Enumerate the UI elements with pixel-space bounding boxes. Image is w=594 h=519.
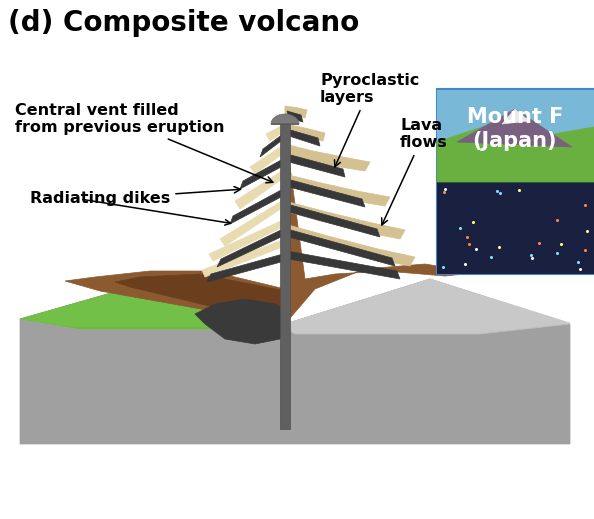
Text: (d) Composite volcano: (d) Composite volcano bbox=[8, 9, 359, 37]
Polygon shape bbox=[280, 124, 290, 429]
Polygon shape bbox=[287, 229, 395, 266]
Polygon shape bbox=[285, 106, 307, 118]
Polygon shape bbox=[230, 189, 283, 224]
Polygon shape bbox=[285, 144, 370, 171]
Polygon shape bbox=[209, 219, 285, 261]
Polygon shape bbox=[266, 124, 285, 141]
Polygon shape bbox=[260, 134, 283, 157]
Polygon shape bbox=[220, 199, 285, 246]
Polygon shape bbox=[287, 179, 365, 207]
Polygon shape bbox=[285, 279, 570, 444]
Polygon shape bbox=[285, 201, 405, 239]
Polygon shape bbox=[285, 224, 415, 266]
Polygon shape bbox=[457, 109, 572, 147]
Polygon shape bbox=[285, 174, 390, 206]
Polygon shape bbox=[240, 159, 283, 189]
Polygon shape bbox=[437, 122, 594, 182]
Polygon shape bbox=[285, 129, 465, 324]
Polygon shape bbox=[20, 279, 285, 444]
Polygon shape bbox=[271, 114, 299, 124]
Text: Central vent filled
from previous eruption: Central vent filled from previous erupti… bbox=[15, 103, 273, 183]
Polygon shape bbox=[195, 299, 285, 344]
Polygon shape bbox=[287, 111, 303, 122]
Polygon shape bbox=[235, 169, 285, 209]
Text: Radiating dikes: Radiating dikes bbox=[30, 186, 241, 207]
Polygon shape bbox=[287, 154, 345, 177]
Bar bbox=[437, 90, 594, 182]
Polygon shape bbox=[285, 279, 570, 334]
Bar bbox=[437, 182, 594, 274]
Text: (Japan): (Japan) bbox=[473, 131, 557, 151]
Polygon shape bbox=[202, 239, 285, 277]
Polygon shape bbox=[20, 279, 285, 329]
Text: Mount F: Mount F bbox=[467, 107, 563, 127]
Polygon shape bbox=[502, 109, 529, 124]
Polygon shape bbox=[287, 129, 320, 146]
Bar bbox=[437, 89, 594, 274]
Polygon shape bbox=[65, 129, 285, 324]
Polygon shape bbox=[250, 144, 285, 174]
Polygon shape bbox=[285, 279, 570, 333]
Polygon shape bbox=[207, 254, 283, 282]
Polygon shape bbox=[115, 144, 285, 324]
Polygon shape bbox=[285, 124, 325, 141]
Polygon shape bbox=[20, 279, 285, 329]
Text: Pyroclastic
layers: Pyroclastic layers bbox=[320, 73, 419, 167]
Polygon shape bbox=[22, 281, 283, 327]
Polygon shape bbox=[287, 251, 400, 279]
Text: Lava
flows: Lava flows bbox=[382, 118, 448, 225]
Polygon shape bbox=[287, 204, 380, 237]
Polygon shape bbox=[217, 229, 283, 267]
